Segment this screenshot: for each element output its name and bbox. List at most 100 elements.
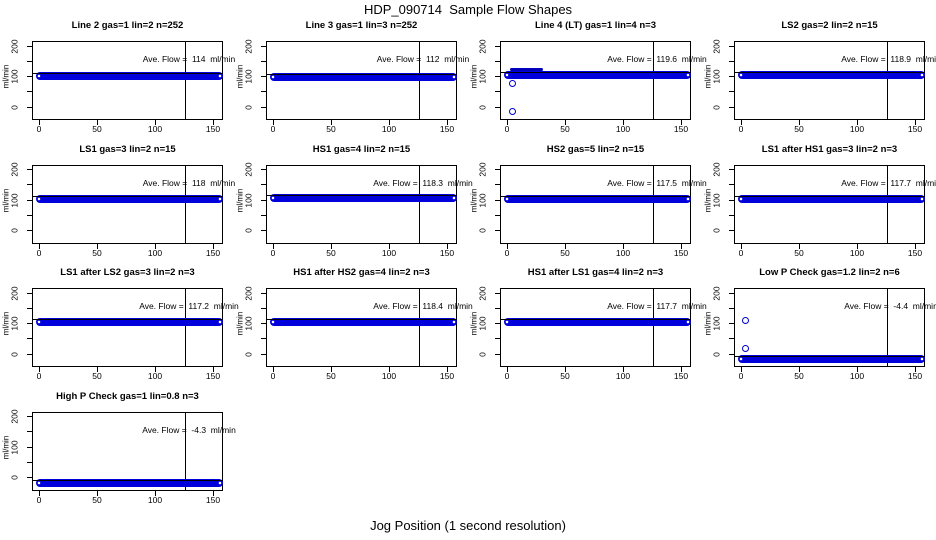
y-axis-tick-label: 100 xyxy=(711,316,722,331)
y-axis-tick-label: 100 xyxy=(711,192,722,208)
x-axis-tick xyxy=(564,243,566,249)
x-axis-tick xyxy=(798,367,800,372)
panel-title: LS1 after LS2 gas=3 lin=2 n=3 xyxy=(60,267,195,278)
x-axis-tick-label: 0 xyxy=(738,247,744,258)
y-axis-tick xyxy=(495,307,500,309)
average-flow-line xyxy=(33,73,222,75)
x-axis-tick xyxy=(622,120,624,125)
average-flow-line xyxy=(501,195,690,197)
y-axis-tick xyxy=(261,199,266,201)
flow-data-band xyxy=(738,70,925,79)
x-axis-tick-label: 0 xyxy=(36,247,42,258)
y-axis-title: ml/min xyxy=(1,435,11,459)
y-axis-tick xyxy=(27,76,32,77)
plot-box: Ave. Flow = 112 ml/min xyxy=(266,41,469,120)
x-axis-tick xyxy=(38,243,40,249)
x-axis-tick-label: 0 xyxy=(504,371,510,381)
y-axis-tick xyxy=(27,353,32,355)
x-axis-tick-label: 150 xyxy=(673,124,689,134)
average-flow-line xyxy=(501,319,690,321)
y-axis-tick-label: 200 xyxy=(9,285,20,301)
x-axis-tick-label: 0 xyxy=(738,124,744,134)
flow-data-band xyxy=(738,194,925,203)
x-axis-tick xyxy=(272,243,274,249)
x-axis-tick-label: 50 xyxy=(92,247,102,258)
x-axis-tick-label: 50 xyxy=(92,371,102,381)
x-axis-tick xyxy=(798,120,800,125)
x-axis-tick-label: 150 xyxy=(205,371,221,381)
y-axis-tick-label: 200 xyxy=(9,162,20,177)
x-axis-tick-label: 100 xyxy=(147,247,163,258)
plot-box: Ave. Flow = 118.4 ml/min xyxy=(266,288,473,367)
y-axis-tick xyxy=(729,230,734,231)
vertical-marker-line xyxy=(185,42,186,119)
x-axis-tick-label: 150 xyxy=(673,247,689,258)
y-axis-tick xyxy=(729,60,734,62)
x-axis-tick-label: 50 xyxy=(560,247,570,258)
x-axis-tick-label: 100 xyxy=(849,124,865,134)
x-axis-tick xyxy=(446,120,448,125)
average-flow-label: Ave. Flow = 118 ml/min xyxy=(142,177,236,188)
average-flow-line xyxy=(501,71,690,73)
average-flow-line xyxy=(735,195,924,197)
average-flow-line xyxy=(735,356,924,358)
panel-title: Line 4 (LT) gas=1 lin=4 n=3 xyxy=(535,20,656,31)
y-axis-title: ml/min xyxy=(1,64,11,89)
y-axis-tick-label: 0 xyxy=(243,228,254,233)
y-axis-tick xyxy=(495,353,500,355)
x-axis-tick-label: 0 xyxy=(504,247,510,258)
y-axis-tick-label: 0 xyxy=(477,228,488,233)
flow-data-band xyxy=(36,478,223,487)
y-axis-tick-label: 0 xyxy=(243,351,254,357)
x-axis-tick xyxy=(330,367,332,372)
flow-panel: LS1 after HS1 gas=3 lin=2 n=3 Ave. Flow =… xyxy=(702,141,936,264)
y-axis-tick-label: 100 xyxy=(243,316,254,331)
panel-title: LS1 after HS1 gas=3 lin=2 n=3 xyxy=(761,143,898,155)
y-axis-tick-label: 200 xyxy=(9,409,20,424)
x-axis-tick xyxy=(680,367,682,372)
average-flow-line xyxy=(267,73,456,75)
y-axis-tick xyxy=(729,184,734,186)
y-axis-tick xyxy=(729,76,734,77)
x-axis-tick-label: 150 xyxy=(205,247,221,258)
y-axis-tick xyxy=(27,338,32,340)
vertical-marker-line xyxy=(653,289,654,366)
y-axis-tick xyxy=(729,338,734,340)
x-axis-tick xyxy=(740,243,742,249)
vertical-marker-line xyxy=(185,412,186,490)
y-axis-tick-label: 100 xyxy=(9,69,20,84)
y-axis-tick xyxy=(261,169,266,170)
flow-panel: LS2 gas=2 lin=2 n=15 Ave. Flow = 118.9 ml… xyxy=(702,17,936,140)
average-flow-label: Ave. Flow = 112 ml/min xyxy=(376,54,470,64)
y-axis-tick xyxy=(261,307,266,309)
y-axis-tick-label: 100 xyxy=(477,69,488,84)
x-axis-tick-label: 150 xyxy=(673,371,689,381)
y-axis-tick xyxy=(261,45,266,47)
x-axis-tick xyxy=(272,367,274,372)
y-axis-tick xyxy=(261,106,266,108)
x-axis-tick-label: 150 xyxy=(205,124,221,134)
flow-data-band xyxy=(270,317,457,326)
x-axis-tick xyxy=(740,120,742,125)
average-flow-line xyxy=(33,479,222,481)
vertical-marker-line xyxy=(653,42,654,119)
x-axis-tick-label: 50 xyxy=(92,494,102,505)
vertical-marker-line xyxy=(419,289,420,366)
outlier-point xyxy=(509,107,516,115)
y-axis-tick xyxy=(27,416,32,417)
y-axis-tick xyxy=(27,60,32,62)
y-axis-tick-label: 100 xyxy=(9,316,20,331)
y-axis-tick xyxy=(495,76,500,77)
average-flow-line xyxy=(33,319,222,321)
x-axis-tick-label: 150 xyxy=(907,371,923,381)
x-axis-tick-label: 0 xyxy=(270,247,276,258)
vertical-marker-line xyxy=(185,165,186,243)
flow-data-band xyxy=(504,194,691,203)
x-axis-tick-label: 50 xyxy=(794,124,804,134)
vertical-marker-line xyxy=(887,42,888,119)
x-axis-tick-label: 100 xyxy=(381,371,397,381)
plot-box: Ave. Flow = 118 ml/min xyxy=(32,164,235,244)
y-axis-tick xyxy=(495,323,500,324)
x-axis-tick-label: 0 xyxy=(270,124,276,134)
